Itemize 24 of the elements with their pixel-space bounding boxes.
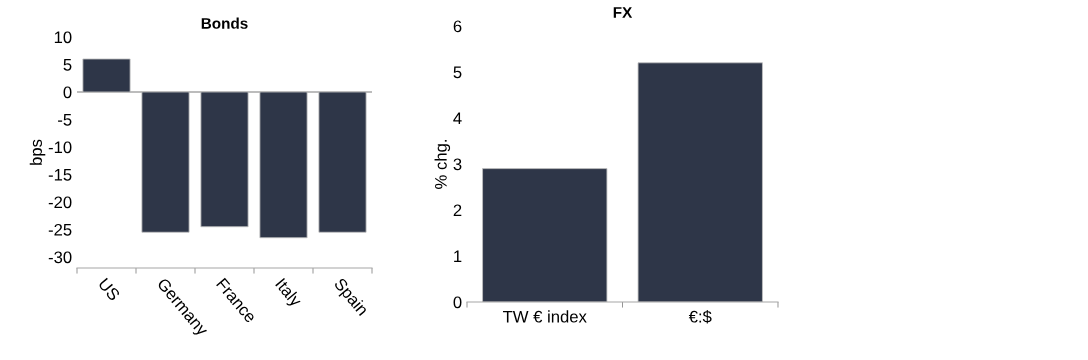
y-tick-label: 10 [54,31,72,44]
x-tick-label: TW € index [502,310,587,323]
y-tick-label: 5 [63,59,72,71]
chart-title: Bonds [201,17,248,29]
y-tick-label: 1 [454,250,462,263]
x-tick-label: Italy [272,277,304,310]
y-tick-label: 2 [453,204,462,217]
y-tick-label: -25 [48,223,72,236]
y-tick-label: 4 [453,112,462,125]
y-tick-label: -10 [48,141,72,154]
y-axis-title: % chg. [434,140,451,189]
y-axis-title: bps [29,139,46,165]
y-tick-label: -20 [48,196,72,209]
y-tick-label: 3 [453,158,462,171]
x-tick-label: US [97,277,121,302]
y-tick-label: 0 [453,296,462,309]
y-tick-label: -30 [48,251,72,264]
y-tick-label: 5 [453,66,462,79]
y-tick-label: 0 [63,86,72,99]
y-tick-label: 6 [453,20,462,33]
x-tick-label: €:$ [688,310,712,324]
y-tick-label: -15 [48,169,72,181]
y-tick-label: -5 [58,114,72,126]
chart-title: FX [613,7,633,18]
